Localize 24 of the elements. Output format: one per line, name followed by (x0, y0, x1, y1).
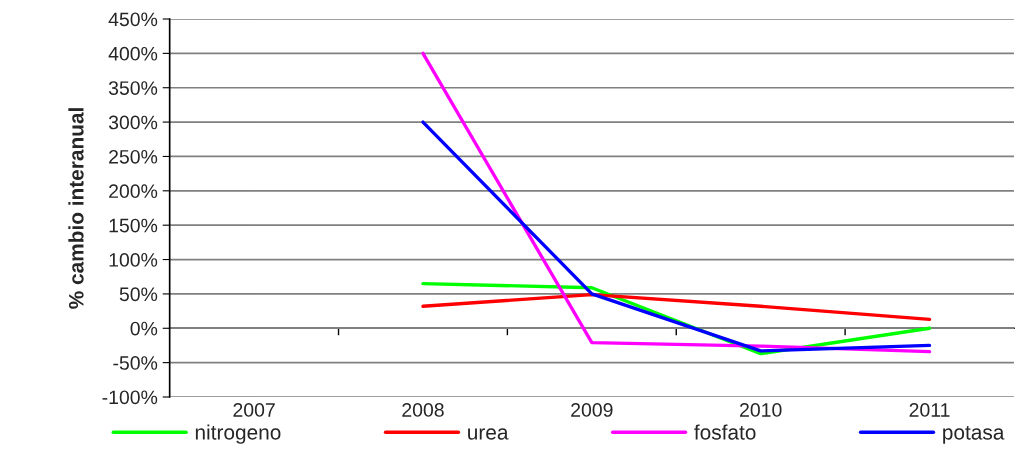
x-tick-label: 2009 (571, 403, 613, 417)
y-tick-label: 450% (108, 12, 158, 27)
y-tick-label: -50% (113, 356, 158, 370)
x-tick-label: 2008 (402, 403, 444, 417)
x-tick-label: 2007 (233, 403, 275, 417)
line-series (421, 51, 932, 354)
y-tick-label: 350% (108, 81, 158, 95)
x-tick-label: 2011 (909, 403, 950, 417)
y-tick-label: 50% (119, 287, 158, 302)
x-tick-label: 2010 (740, 403, 782, 417)
y-tick-label: -100% (102, 390, 158, 405)
y-tick-label: 100% (109, 253, 158, 267)
line-series (421, 120, 932, 353)
legend-label: fosfato (694, 424, 756, 440)
y-tick-label: 250% (109, 149, 158, 164)
y-tick-label: 300% (108, 115, 158, 130)
y-tick-label: 200% (109, 184, 158, 199)
y-tick-label: 0% (130, 321, 158, 336)
legend-label: nitrogeno (195, 424, 281, 444)
y-tick-label: 150% (109, 218, 158, 233)
legend-label: potasa (943, 426, 1005, 444)
legend-label: urea (468, 428, 509, 440)
y-axis-title: % cambio interanual (68, 108, 84, 309)
y-tick-label: 400% (108, 46, 158, 61)
